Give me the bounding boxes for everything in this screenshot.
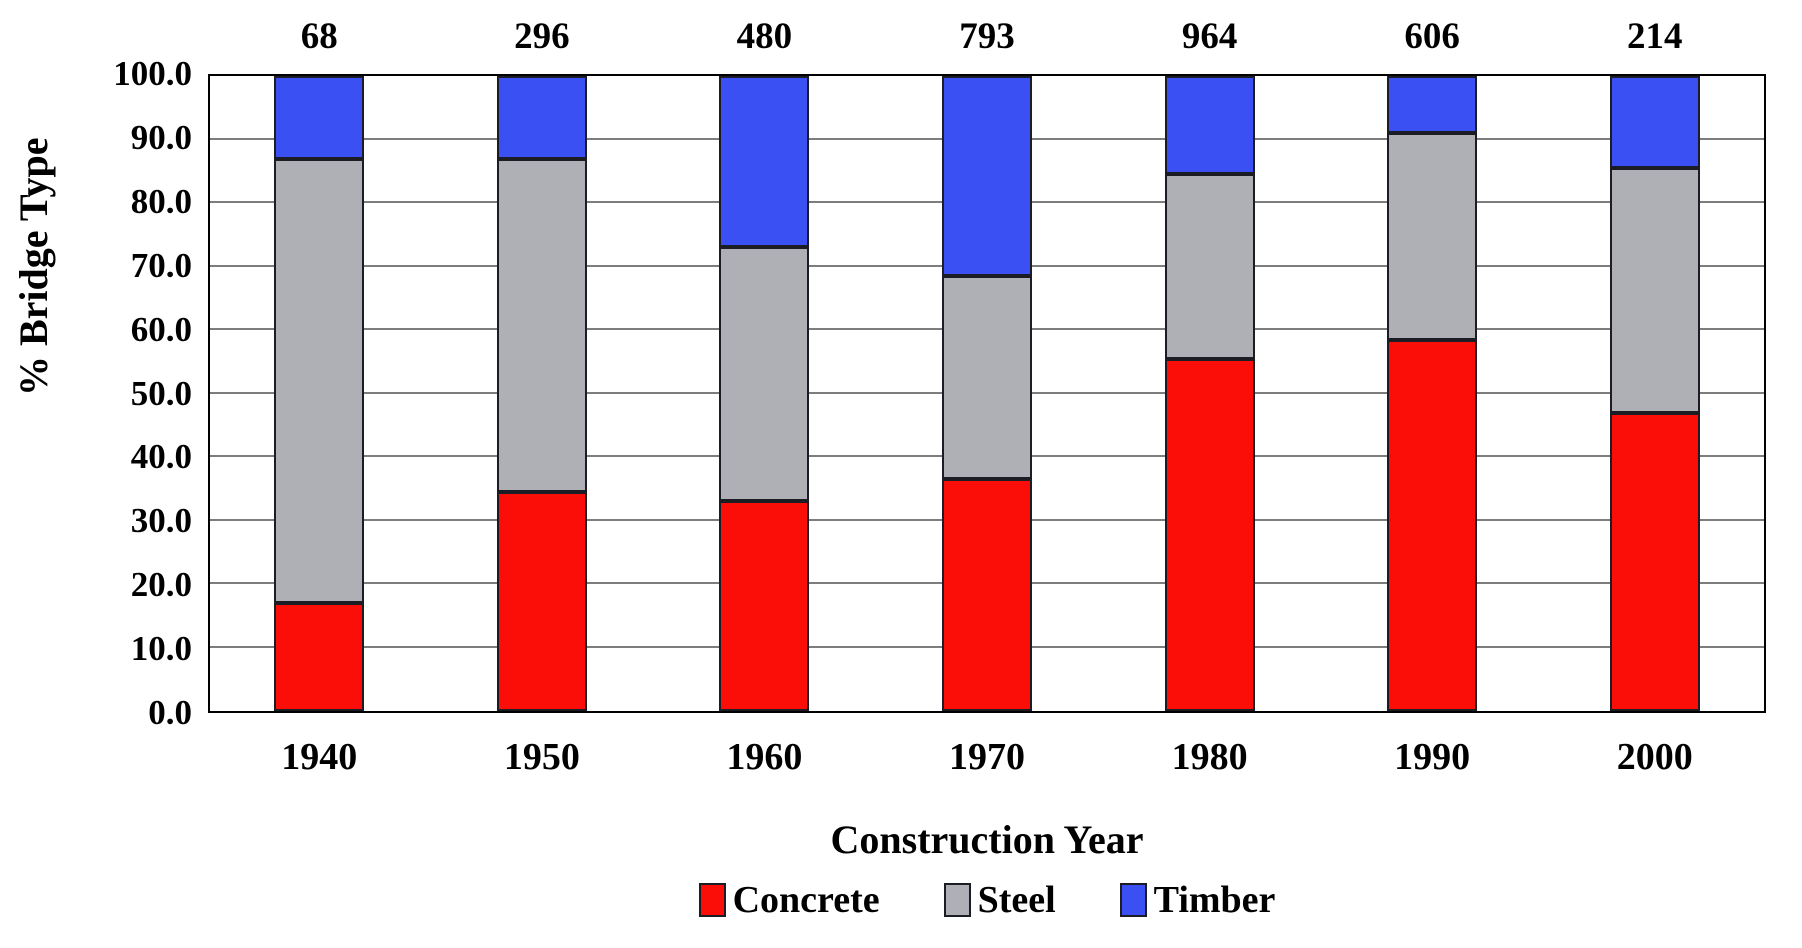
bar-1980: [1164, 76, 1255, 711]
legend-label-steel: Steel: [977, 879, 1056, 921]
bar-count-label: 793: [959, 16, 1015, 57]
bar-count-label: 214: [1626, 16, 1683, 57]
legend-label-concrete: Concrete: [732, 879, 880, 921]
bar-segment-steel-1960: [719, 247, 810, 502]
y-tick-label: 60.0: [130, 309, 192, 349]
legend-label-timber: Timber: [1153, 879, 1276, 921]
legend-item-concrete: Concrete: [698, 878, 880, 922]
y-tick-label: 100.0: [113, 54, 192, 93]
x-tick-label: 1950: [503, 736, 580, 778]
x-axis-title: Construction Year: [830, 817, 1144, 862]
bar-1940: [274, 76, 365, 711]
bar-segment-steel-1950: [496, 158, 587, 492]
bar-segment-concrete-1950: [496, 491, 587, 711]
y-tick-label: 80.0: [130, 181, 192, 221]
bar-1990: [1387, 76, 1478, 711]
x-tick-label: 2000: [1616, 736, 1693, 778]
legend-swatch-steel: [943, 883, 971, 917]
bar-count-label: 964: [1181, 16, 1238, 57]
bar-segment-concrete-1990: [1387, 339, 1478, 711]
bar-segment-concrete-1980: [1164, 358, 1255, 711]
y-tick-label: 0.0: [148, 693, 192, 732]
bar-segment-timber-1940: [274, 76, 365, 159]
bar-count-label: 68: [300, 16, 338, 57]
bar-segment-concrete-2000: [1609, 412, 1700, 711]
bar-segment-steel-1970: [942, 276, 1032, 480]
plot-area: [208, 74, 1766, 713]
bar-segment-steel-1990: [1387, 133, 1478, 340]
bar-segment-concrete-1960: [719, 501, 810, 711]
y-tick-label: 70.0: [130, 245, 192, 285]
y-tick-label: 90.0: [130, 117, 192, 157]
legend-swatch-concrete: [698, 883, 726, 917]
bar-segment-concrete-1970: [942, 479, 1032, 711]
x-tick-label: 1970: [949, 736, 1025, 778]
y-tick-label: 50.0: [130, 373, 192, 413]
legend: Concrete Steel Timber: [208, 878, 1766, 922]
legend-swatch-timber: [1119, 883, 1147, 917]
y-tick-label: 20.0: [130, 565, 192, 605]
bar-segment-steel-1980: [1164, 174, 1255, 359]
bar-segment-timber-1950: [496, 76, 587, 159]
legend-item-steel: Steel: [943, 878, 1056, 922]
x-tick-label: 1990: [1394, 736, 1471, 778]
bar-segment-timber-1960: [719, 76, 810, 248]
y-tick-label: 30.0: [130, 501, 192, 541]
bar-1970: [942, 76, 1032, 711]
bar-segment-timber-1980: [1164, 76, 1255, 175]
bar-2000: [1609, 76, 1700, 711]
bar-1960: [719, 76, 810, 711]
bar-count-label: 606: [1404, 16, 1460, 57]
bar-1950: [496, 76, 587, 711]
bar-count-label: 480: [736, 16, 793, 57]
bar-segment-timber-1970: [942, 76, 1032, 277]
bar-count-label: 296: [514, 16, 570, 57]
bar-segment-steel-2000: [1609, 168, 1700, 413]
legend-item-timber: Timber: [1119, 878, 1276, 922]
bar-segment-concrete-1940: [274, 603, 365, 711]
x-tick-label: 1960: [726, 736, 803, 778]
y-tick-label: 10.0: [130, 629, 192, 669]
x-tick-label: 1980: [1171, 736, 1248, 778]
bar-segment-timber-1990: [1387, 76, 1478, 134]
bar-segment-steel-1940: [274, 158, 365, 604]
y-tick-label: 40.0: [130, 437, 192, 477]
bar-segment-timber-2000: [1609, 76, 1700, 169]
x-tick-label: 1940: [281, 736, 358, 778]
